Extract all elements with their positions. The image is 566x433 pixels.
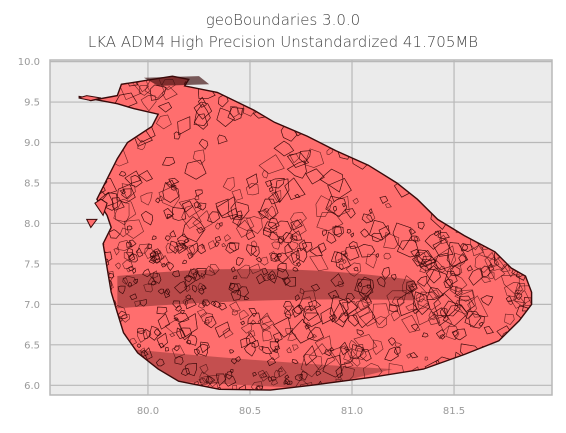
- y-tick-label: 8.0: [24, 219, 40, 230]
- chart-subtitle: LKA ADM4 High Precision Unstandardized 4…: [87, 33, 479, 51]
- y-tick-label: 6.0: [24, 381, 40, 392]
- y-axis: 10.0 9.5 9.0 8.5 8.0 7.5 7.0 6.5 6.0: [18, 57, 40, 392]
- y-tick-label: 9.0: [24, 138, 40, 149]
- x-tick-label: 81.5: [443, 406, 465, 417]
- map-regions: [78, 75, 533, 391]
- y-tick-label: 6.5: [24, 340, 40, 351]
- island-fill: [78, 76, 532, 391]
- x-tick-label: 81.0: [341, 406, 363, 417]
- y-tick-label: 9.5: [24, 98, 40, 109]
- y-tick-label: 7.5: [24, 259, 40, 270]
- chart-title: geoBoundaries 3.0.0: [205, 11, 361, 29]
- small-island: [78, 95, 102, 102]
- jaffna-dense: [143, 76, 210, 86]
- small-island: [85, 218, 98, 229]
- dense-region-band: [117, 268, 414, 309]
- dense-region-south: [127, 348, 393, 389]
- x-tick-label: 80.5: [239, 406, 261, 417]
- x-tick-label: 80.0: [137, 406, 159, 417]
- coastline: [78, 75, 533, 391]
- y-tick-label: 7.0: [24, 300, 40, 311]
- y-tick-label: 10.0: [18, 57, 40, 68]
- x-axis: 80.0 80.5 81.0 81.5: [137, 406, 465, 417]
- y-tick-label: 8.5: [24, 178, 40, 189]
- small-island: [94, 198, 108, 217]
